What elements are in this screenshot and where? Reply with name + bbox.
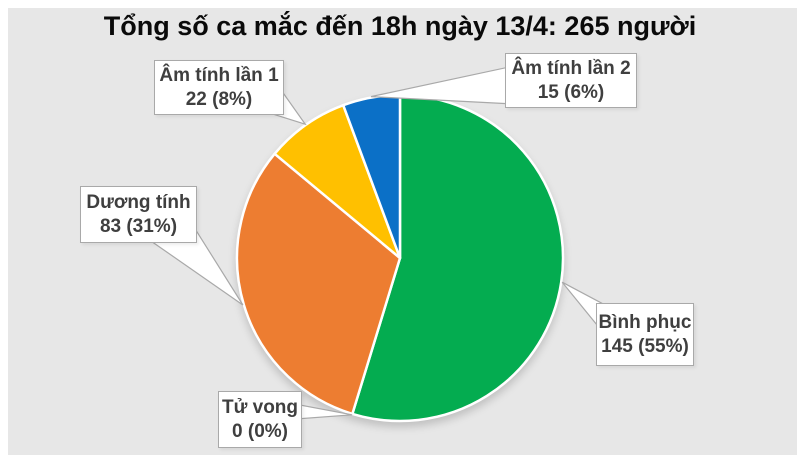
callout-value: 83 (31%) <box>99 215 178 237</box>
pie-slice-3 <box>235 152 402 416</box>
callout-label: Bình phục <box>598 311 692 333</box>
pointer-am-tinh-lan-2 <box>370 65 515 105</box>
pie-slices <box>235 93 565 423</box>
callout-label: Tử vong <box>221 396 299 418</box>
callout-value: 22 (8%) <box>185 88 253 110</box>
callout-value: 15 (6%) <box>537 81 605 103</box>
pie-slice-1 <box>351 93 565 423</box>
chart-title: Tổng số ca mắc đến 18h ngày 13/4: 265 ng… <box>103 11 697 41</box>
callout-label: Âm tính lần 2 <box>511 57 631 79</box>
callout-value: 145 (55%) <box>601 335 689 357</box>
callout-am-tinh-lan-1: Âm tính lần 1 22 (8%) <box>154 60 284 115</box>
callout-tu-vong: Tử vong 0 (0%) <box>218 391 302 448</box>
callout-duong-tinh: Dương tính 83 (31%) <box>80 186 197 243</box>
callout-value: 0 (0%) <box>232 420 288 442</box>
callout-binh-phuc: Bình phục 145 (55%) <box>596 303 694 366</box>
callout-label: Âm tính lần 1 <box>159 64 279 86</box>
callout-am-tinh-lan-2: Âm tính lần 2 15 (6%) <box>505 53 637 108</box>
callout-label: Dương tính <box>86 191 191 213</box>
